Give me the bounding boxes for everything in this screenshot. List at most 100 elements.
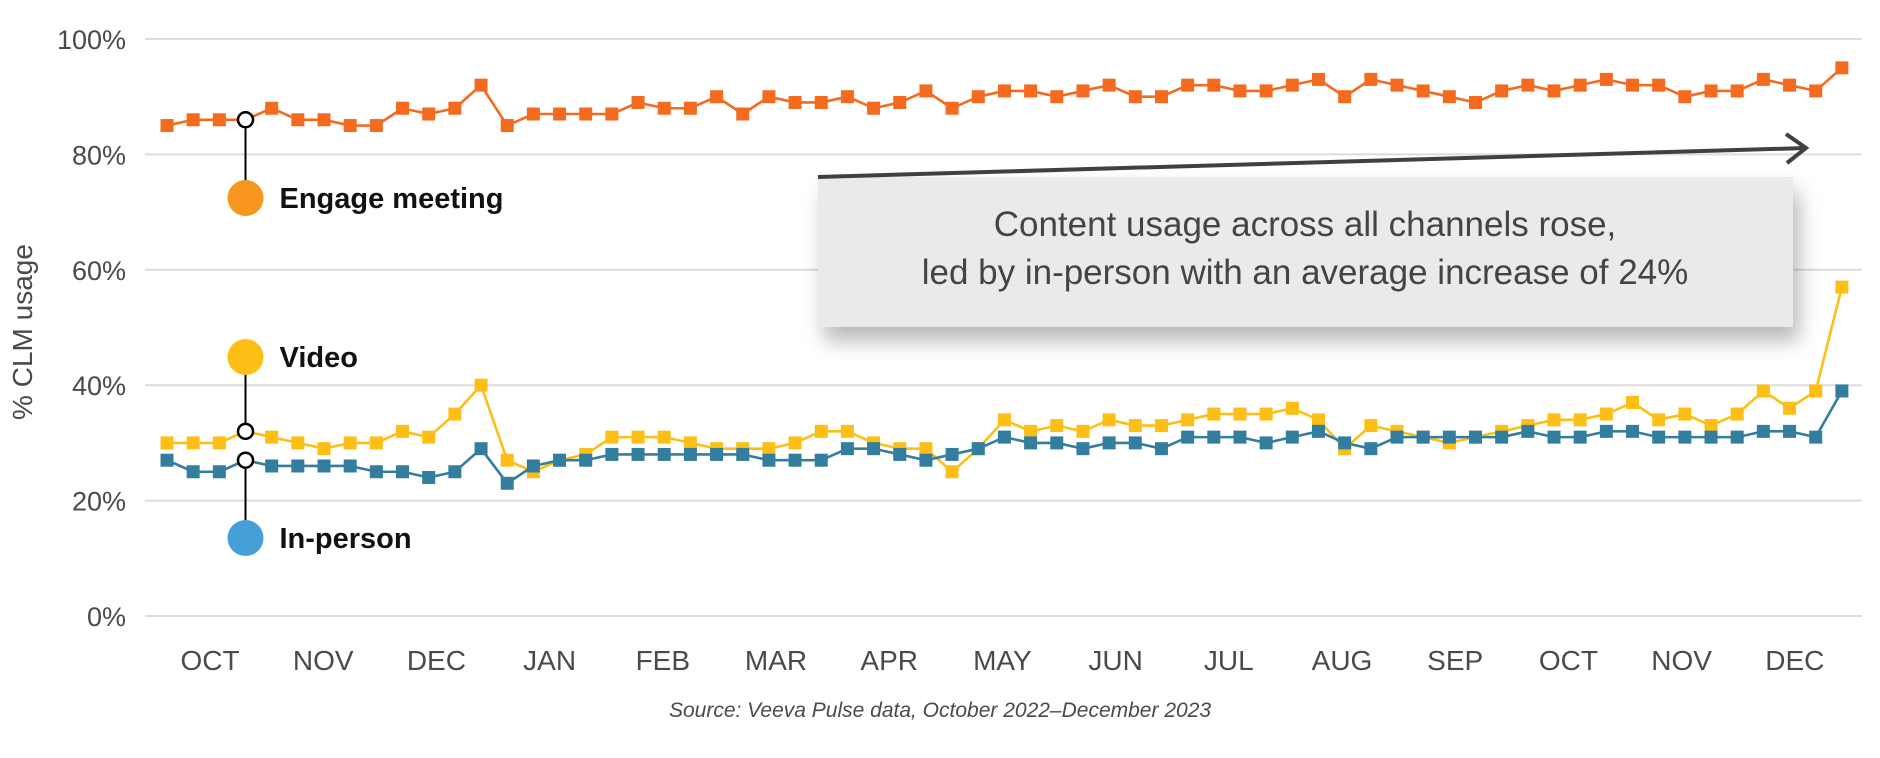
video-point <box>631 430 645 444</box>
video-point <box>474 378 488 392</box>
video-point <box>1809 384 1823 398</box>
engage-meeting-point <box>1207 78 1221 92</box>
y-tick-label: 20% <box>72 487 126 517</box>
engage-meeting-point <box>762 90 776 104</box>
in-person-point <box>265 459 279 473</box>
in-person-point <box>317 459 331 473</box>
in-person-point <box>1599 424 1613 438</box>
x-tick-label: OCT <box>1539 645 1598 676</box>
gridlines <box>145 38 1862 617</box>
callout-line-2: led by in-person with an average increas… <box>922 253 1689 292</box>
y-tick-label: 40% <box>72 371 126 401</box>
video-point <box>500 453 514 467</box>
in-person-legend-dot-icon <box>227 520 264 556</box>
video-point <box>1835 280 1849 294</box>
engage-meeting-highlight-point <box>236 111 255 129</box>
engage-meeting-point <box>1416 84 1430 98</box>
in-person-point <box>893 447 907 461</box>
engage-meeting-point <box>1128 90 1142 104</box>
engage-meeting-point <box>1311 72 1325 86</box>
in-person-point <box>1704 430 1718 444</box>
engage-meeting-point <box>265 101 279 115</box>
video-point <box>1076 424 1090 438</box>
video-point <box>1181 413 1195 427</box>
x-tick-label: AUG <box>1312 645 1373 676</box>
in-person-point <box>1207 430 1221 444</box>
video-point <box>1364 419 1378 433</box>
x-tick-label: JUL <box>1204 645 1254 676</box>
video-point <box>788 436 802 450</box>
engage-meeting-point <box>1730 84 1744 98</box>
in-person-point <box>867 442 881 456</box>
engage-meeting-point <box>710 90 724 104</box>
video-point <box>605 430 619 444</box>
engage-meeting-point <box>1024 84 1038 98</box>
in-person-point <box>1390 430 1404 444</box>
engage-meeting-point <box>1599 72 1613 86</box>
in-person-point <box>1259 436 1273 450</box>
engage-meeting-point <box>1495 84 1509 98</box>
y-tick-label: 0% <box>87 602 126 632</box>
video-point <box>448 407 462 421</box>
video-point <box>1756 384 1770 398</box>
video-point <box>1024 424 1038 438</box>
in-person-point <box>997 430 1011 444</box>
in-person-point <box>186 465 200 479</box>
in-person-point <box>788 453 802 467</box>
in-person-point <box>1285 430 1299 444</box>
x-tick-label: APR <box>860 645 918 676</box>
trend-arrow-head-icon <box>1784 132 1810 165</box>
in-person-point <box>1233 430 1247 444</box>
video-point <box>1652 413 1666 427</box>
in-person-point <box>1573 430 1587 444</box>
engage-meeting-point <box>1338 90 1352 104</box>
x-tick-label: SEP <box>1427 645 1483 676</box>
video-point <box>1599 407 1613 421</box>
y-tick-label: 80% <box>72 140 126 170</box>
video-point <box>840 424 854 438</box>
video-point <box>1311 413 1325 427</box>
x-tick-label: MAR <box>745 645 807 676</box>
video-point <box>683 436 697 450</box>
trend-arrow-line <box>817 146 1807 179</box>
in-person-point <box>579 453 593 467</box>
x-tick-label: MAY <box>973 645 1032 676</box>
in-person-point <box>1416 430 1430 444</box>
engage-meeting-legend-label: Engage meeting <box>280 183 504 215</box>
engage-meeting-point <box>945 101 959 115</box>
video-point <box>186 436 200 450</box>
engage-meeting-point <box>1756 72 1770 86</box>
in-person-point <box>369 465 383 479</box>
in-person-point <box>553 453 567 467</box>
in-person-point <box>1756 424 1770 438</box>
engage-meeting-point <box>1390 78 1404 92</box>
series-engage-meeting <box>160 61 1849 133</box>
video-point <box>422 430 436 444</box>
engage-meeting-point <box>1626 78 1640 92</box>
in-person-point <box>1678 430 1692 444</box>
engage-meeting-point <box>1547 84 1561 98</box>
video-highlight-point <box>236 422 255 441</box>
engage-meeting-point <box>1364 72 1378 86</box>
video-point <box>1102 413 1116 427</box>
in-person-point <box>1626 424 1640 438</box>
engage-meeting-point <box>788 95 802 109</box>
video-point <box>1626 396 1640 410</box>
engage-meeting-point <box>919 84 933 98</box>
engage-meeting-point <box>1835 61 1849 75</box>
engage-meeting-point <box>553 107 567 121</box>
video-point <box>1547 413 1561 427</box>
in-person-point <box>1024 436 1038 450</box>
x-tick-label: JUN <box>1088 645 1142 676</box>
video-point <box>1128 419 1142 433</box>
series-lines <box>160 61 1849 490</box>
video-point <box>1285 401 1299 415</box>
in-person-point <box>396 465 410 479</box>
in-person-point <box>1783 424 1797 438</box>
video-point <box>369 436 383 450</box>
engage-meeting-point <box>840 90 854 104</box>
video-point <box>317 442 331 456</box>
engage-meeting-point <box>1809 84 1823 98</box>
engage-meeting-point <box>631 95 645 109</box>
engage-meeting-point <box>291 113 305 127</box>
